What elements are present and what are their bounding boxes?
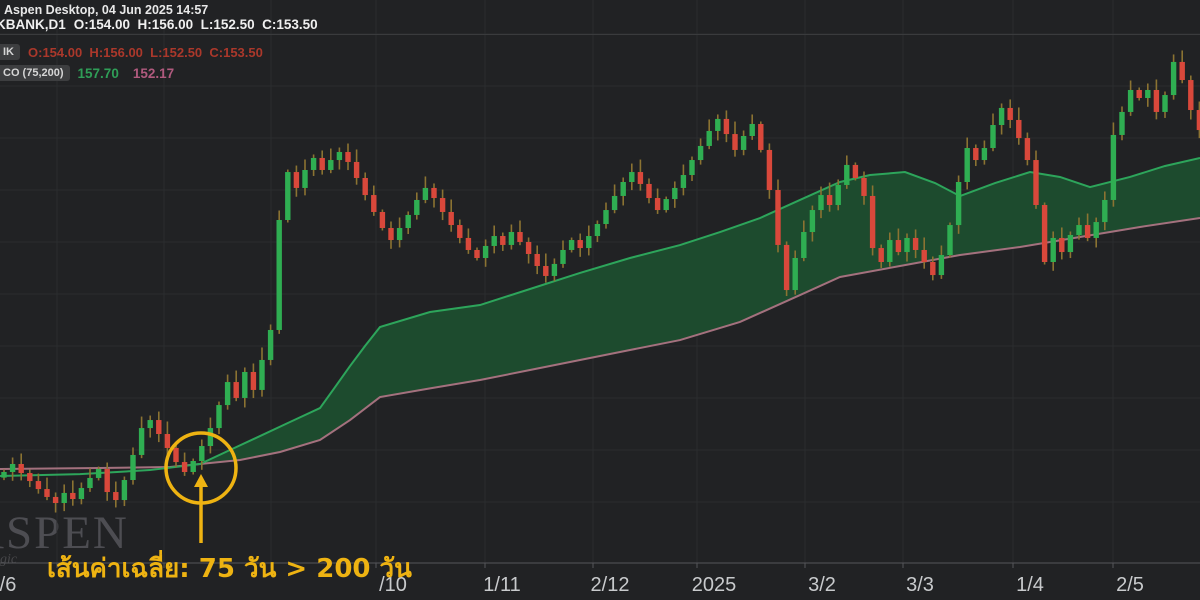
aspen-watermark: ASPEN (0, 507, 129, 559)
arrow-head (194, 474, 208, 487)
x-axis-label: /6 (0, 574, 16, 596)
symbol-title-row: KBANK,D1 O:154.00 H:156.00 L:152.50 C:153… (0, 17, 318, 32)
x-axis-label: /10 (379, 574, 407, 596)
ma75-line (0, 156, 1200, 478)
symbol-ohlc-values: O:154.00 H:156.00 L:152.50 C:153.50 (73, 17, 318, 32)
x-axis-label: 3/2 (808, 574, 836, 596)
symbol-label: KBANK,D1 (0, 17, 66, 32)
x-axis-label: 2/5 (1116, 574, 1144, 596)
app-title: Aspen Desktop, 04 Jun 2025 14:57 (4, 3, 209, 17)
ma200-line (0, 217, 1200, 471)
x-axis-label: 3/3 (906, 574, 934, 596)
x-axis: /6/10 1/11 2/12 2025 3/2 3/3 1/4 2/5 (0, 562, 1200, 596)
golden-cross-annotation-text: เส้นค่าเฉลี่ย: 75 วัน > 200 วัน (47, 554, 412, 584)
legend-row-symbol: IK O:154.00 H:156.00 L:152.50 C:153.50 (0, 44, 263, 60)
ma-cloud (0, 156, 1200, 478)
x-axis-label: 1/11 (483, 574, 520, 596)
symbol-legend-badge[interactable]: IK (0, 44, 20, 60)
ma200-value: 152.17 (132, 65, 175, 81)
ma-legend-badge[interactable]: CO (75,200) (0, 65, 70, 81)
legend-row-moving-averages: CO (75,200) 157.70 152.17 (0, 65, 188, 81)
x-axis-label: 2/12 (591, 574, 630, 596)
x-axis-label: 2025 (692, 574, 737, 596)
symbol-legend-ohlc: O:154.00 H:156.00 L:152.50 C:153.50 (28, 44, 263, 60)
ma75-value: 157.70 (77, 65, 119, 81)
candles-layer (1, 50, 1200, 513)
x-axis-label: 1/4 (1016, 574, 1044, 596)
golden-cross-annotation (164, 431, 238, 543)
header-divider (0, 34, 1200, 35)
